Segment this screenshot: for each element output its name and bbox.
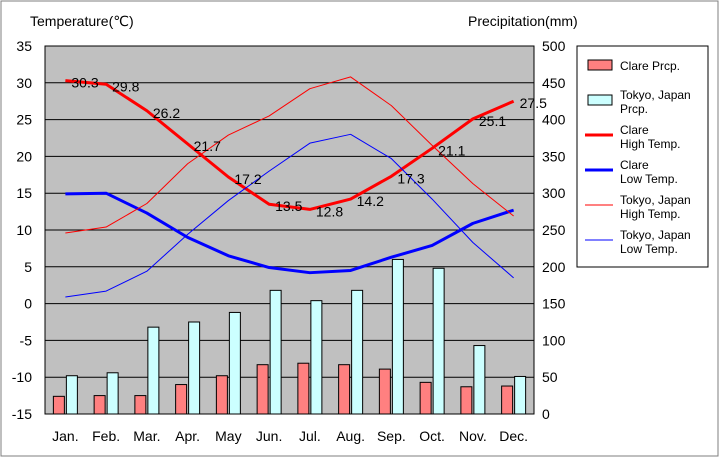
- right-tick-label: 500: [542, 38, 566, 54]
- x-tick-label: Jan.: [52, 428, 78, 444]
- left-tick-label: 35: [16, 38, 32, 54]
- x-tick-label: Jun.: [256, 428, 282, 444]
- tokyo-precip-bar: [106, 372, 119, 415]
- clare-precip-bar: [378, 368, 391, 415]
- clare-precip-bar: [501, 385, 514, 415]
- tokyo-precip-bar: [228, 311, 241, 415]
- right-tick-label: 50: [542, 369, 558, 385]
- clare-precip-bar: [256, 364, 269, 415]
- clare-high-labels: 30.3 29.8 26.2 21.7 17.2 13.5 12.8 14.2 17.3 21.1…: [71, 75, 547, 220]
- x-tick-label: Feb.: [92, 428, 120, 444]
- clare-precip-bar: [297, 362, 310, 415]
- legend-tokyo-high-label: Tokyo, Japan: [620, 193, 691, 207]
- x-tick-label: Dec.: [499, 428, 528, 444]
- left-tick-label: 0: [24, 296, 32, 312]
- right-tick-label: 300: [542, 185, 566, 201]
- legend-clare-high-label: High Temp.: [620, 137, 680, 151]
- x-tick-label: Apr.: [175, 428, 200, 444]
- left-tick-label: -10: [12, 369, 32, 385]
- left-axis-ticks: 35 30 25 20 15 10 5 0 -5 -10 -15: [12, 38, 32, 422]
- right-tick-label: 250: [542, 222, 566, 238]
- data-label: 30.3: [71, 75, 98, 91]
- tokyo-precip-bar: [269, 289, 282, 415]
- clare-low-line: [65, 191, 515, 275]
- legend-tokyo-high-label: High Temp.: [620, 207, 680, 221]
- precipitation-bars: [52, 258, 527, 415]
- tokyo-precip-bar: [147, 326, 160, 415]
- left-tick-label: 10: [16, 222, 32, 238]
- clare-precip-bar: [175, 384, 188, 415]
- left-tick-label: 30: [16, 75, 32, 91]
- right-axis-title: Precipitation(mm): [468, 13, 578, 29]
- tokyo-precip-bar: [473, 345, 486, 415]
- x-axis-ticks: Jan. Feb. Mar. Apr. May Jun. Jul. Aug. Sep. Oct. N…: [52, 428, 528, 444]
- right-tick-label: 350: [542, 148, 566, 164]
- data-label: 17.3: [397, 170, 424, 186]
- left-tick-label: 20: [16, 148, 32, 164]
- x-tick-label: Jul.: [299, 428, 321, 444]
- right-tick-label: 150: [542, 296, 566, 312]
- x-tick-label: May: [215, 428, 241, 444]
- left-tick-label: -15: [12, 406, 32, 422]
- x-tick-label: Oct.: [419, 428, 445, 444]
- legend-tokyo-low-label: Low Temp.: [620, 242, 678, 256]
- clare-precip-bar: [134, 395, 147, 415]
- data-label: 21.1: [438, 142, 465, 158]
- x-tick-label: Mar.: [133, 428, 160, 444]
- clare-precip-bar: [52, 395, 65, 415]
- tokyo-precip-bar: [310, 300, 323, 415]
- data-label: 12.8: [316, 203, 343, 219]
- tokyo-precip-bar: [351, 289, 364, 415]
- legend-clare-prcp-swatch: [587, 59, 613, 71]
- right-tick-label: 400: [542, 112, 566, 128]
- tokyo-precip-bar: [65, 375, 78, 415]
- legend-box: [576, 45, 709, 268]
- clare-precip-bar: [215, 375, 228, 415]
- data-label: 29.8: [112, 78, 139, 94]
- tokyo-precip-bar: [432, 267, 445, 415]
- right-tick-label: 100: [542, 332, 566, 348]
- legend-clare-low-label: Clare: [620, 158, 649, 172]
- tokyo-precip-bar: [188, 321, 201, 415]
- legend-tokyo-prcp-swatch: [587, 94, 613, 106]
- left-tick-label: 25: [16, 112, 32, 128]
- clare-precip-bar: [338, 364, 351, 415]
- data-label: 17.2: [234, 171, 261, 187]
- tokyo-precip-bar: [391, 258, 404, 415]
- clare-precip-bar: [419, 381, 432, 415]
- legend-clare-low-label: Low Temp.: [620, 172, 678, 186]
- right-tick-label: 450: [542, 75, 566, 91]
- right-tick-label: 200: [542, 259, 566, 275]
- x-tick-label: Sep.: [377, 428, 406, 444]
- legend-tokyo-prcp-label: Prcp.: [620, 102, 648, 116]
- tokyo-high-line: [65, 76, 514, 234]
- tokyo-low-line: [65, 133, 514, 298]
- legend-clare-high-label: Clare: [620, 123, 649, 137]
- x-tick-label: Aug.: [336, 428, 365, 444]
- legend-tokyo-prcp-label: Tokyo, Japan: [620, 88, 691, 102]
- grid-lines: [45, 82, 534, 378]
- clare-precip-bar: [460, 386, 473, 415]
- legend-tokyo-low-label: Tokyo, Japan: [620, 228, 691, 242]
- data-label: 21.7: [194, 138, 221, 154]
- left-axis-title: Temperature(℃): [30, 13, 134, 29]
- clare-high-line: [65, 79, 515, 211]
- left-tick-label: 5: [24, 259, 32, 275]
- x-tick-label: Nov.: [459, 428, 487, 444]
- data-label: 25.1: [479, 113, 506, 129]
- data-label: 27.5: [520, 95, 547, 111]
- temperature-lines: [65, 76, 515, 298]
- data-label: 13.5: [275, 198, 302, 214]
- legend-clare-prcp-label: Clare Prcp.: [620, 59, 680, 73]
- clare-precip-bar: [93, 395, 106, 415]
- data-label: 14.2: [357, 193, 384, 209]
- data-label: 26.2: [153, 105, 180, 121]
- right-tick-label: 0: [542, 406, 550, 422]
- left-tick-label: -5: [20, 332, 33, 348]
- left-tick-label: 15: [16, 185, 32, 201]
- tokyo-precip-bar: [514, 375, 527, 415]
